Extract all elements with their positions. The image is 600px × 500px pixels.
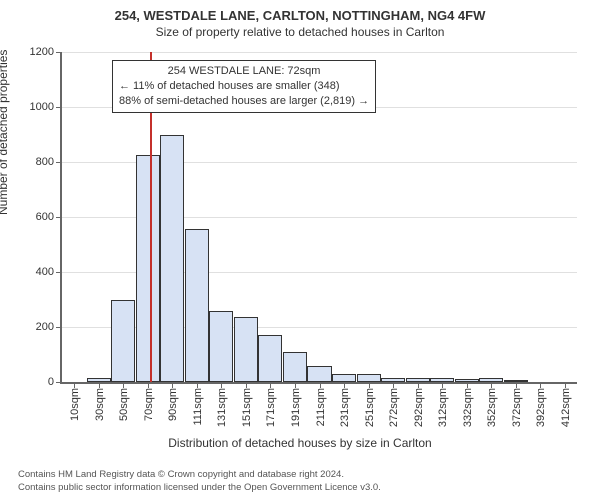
x-tick-label: 191sqm bbox=[290, 388, 302, 427]
x-tick-label: 30sqm bbox=[94, 388, 106, 421]
x-tick-label: 151sqm bbox=[241, 388, 253, 427]
x-tick-label: 90sqm bbox=[167, 388, 179, 421]
x-tick-label: 392sqm bbox=[535, 388, 547, 427]
x-tick-label: 10sqm bbox=[69, 388, 81, 421]
histogram-bar bbox=[504, 380, 528, 382]
y-tick-mark bbox=[56, 272, 62, 273]
histogram-bar bbox=[332, 374, 356, 382]
y-tick-label: 1200 bbox=[0, 46, 54, 58]
y-tick-label: 600 bbox=[0, 211, 54, 223]
histogram-bar bbox=[234, 317, 258, 382]
page-subtitle: Size of property relative to detached ho… bbox=[0, 23, 600, 43]
y-tick-mark bbox=[56, 52, 62, 53]
x-tick-label: 292sqm bbox=[413, 388, 425, 427]
annotation-box: 254 WESTDALE LANE: 72sqm← 11% of detache… bbox=[112, 60, 376, 113]
histogram-bar bbox=[430, 378, 454, 382]
histogram-bar bbox=[258, 335, 282, 382]
annotation-line: 88% of semi-detached houses are larger (… bbox=[119, 94, 369, 109]
y-tick-label: 200 bbox=[0, 321, 54, 333]
histogram-bar bbox=[381, 378, 405, 382]
histogram-bar bbox=[136, 155, 160, 382]
x-tick-label: 231sqm bbox=[339, 388, 351, 427]
x-tick-label: 211sqm bbox=[315, 388, 327, 426]
annotation-line: 254 WESTDALE LANE: 72sqm bbox=[119, 64, 369, 79]
y-tick-mark bbox=[56, 107, 62, 108]
y-tick-label: 1000 bbox=[0, 101, 54, 113]
histogram-bar bbox=[406, 378, 430, 382]
histogram-bar bbox=[185, 229, 209, 382]
annotation-line: ← 11% of detached houses are smaller (34… bbox=[119, 79, 369, 94]
x-tick-label: 251sqm bbox=[364, 388, 376, 427]
y-axis-label: Number of detached properties bbox=[0, 50, 10, 215]
footer-line-2: Contains public sector information licen… bbox=[18, 482, 381, 494]
x-tick-label: 111sqm bbox=[192, 388, 204, 426]
x-tick-label: 50sqm bbox=[118, 388, 130, 421]
y-tick-label: 400 bbox=[0, 266, 54, 278]
histogram-bar bbox=[283, 352, 307, 382]
histogram-bar bbox=[307, 366, 331, 383]
histogram-bar bbox=[209, 311, 233, 383]
y-tick-mark bbox=[56, 162, 62, 163]
y-tick-label: 0 bbox=[0, 376, 54, 388]
x-axis-label: Distribution of detached houses by size … bbox=[0, 436, 600, 450]
x-tick-label: 372sqm bbox=[511, 388, 523, 427]
footer-attribution: Contains HM Land Registry data © Crown c… bbox=[18, 469, 381, 494]
y-tick-mark bbox=[56, 327, 62, 328]
page-title: 254, WESTDALE LANE, CARLTON, NOTTINGHAM,… bbox=[0, 0, 600, 23]
y-tick-label: 800 bbox=[0, 156, 54, 168]
histogram-bar bbox=[479, 378, 503, 382]
histogram-bar bbox=[455, 379, 479, 382]
footer-line-1: Contains HM Land Registry data © Crown c… bbox=[18, 469, 381, 481]
histogram-bar bbox=[160, 135, 184, 383]
x-tick-label: 70sqm bbox=[143, 388, 155, 421]
x-tick-label: 352sqm bbox=[486, 388, 498, 427]
x-tick-label: 332sqm bbox=[462, 388, 474, 427]
gridline-h bbox=[62, 52, 577, 53]
y-tick-mark bbox=[56, 382, 62, 383]
x-tick-label: 412sqm bbox=[560, 388, 572, 427]
histogram-bar bbox=[87, 378, 111, 382]
x-tick-label: 171sqm bbox=[265, 388, 277, 427]
histogram-bar bbox=[111, 300, 135, 383]
y-tick-mark bbox=[56, 217, 62, 218]
x-tick-label: 131sqm bbox=[216, 388, 228, 427]
x-tick-label: 312sqm bbox=[437, 388, 449, 427]
x-tick-label: 272sqm bbox=[388, 388, 400, 427]
histogram-bar bbox=[357, 374, 381, 382]
